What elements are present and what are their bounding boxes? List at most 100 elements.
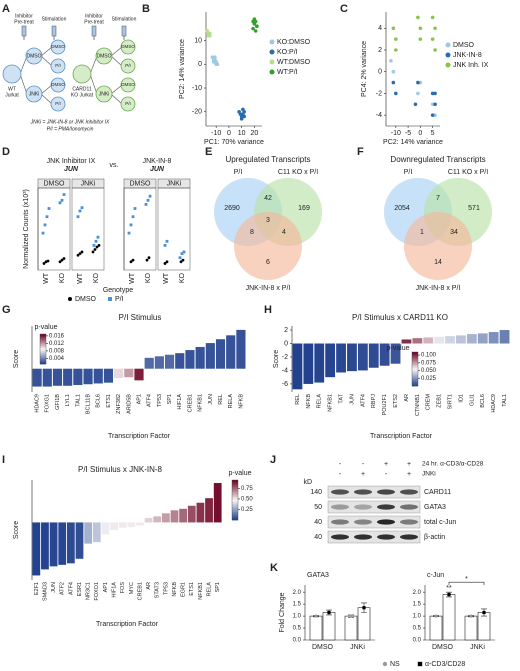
- x-tick-label: BCL6: [480, 394, 486, 408]
- chart-title: Downregulated Transcripts: [390, 155, 485, 164]
- point: [46, 259, 50, 263]
- colorbar-step: [40, 360, 46, 362]
- colorbar-step: [412, 354, 418, 357]
- x-tick-label: TAT: [339, 393, 345, 403]
- bar: [58, 522, 67, 565]
- point: [97, 244, 101, 247]
- legend-marker: [445, 62, 451, 68]
- stimulus-node: [120, 39, 136, 55]
- y-tick-label: 1.5: [413, 602, 422, 608]
- point: [181, 258, 185, 262]
- chart-title: Upregulated Transcripts: [226, 155, 311, 164]
- bar: [110, 522, 118, 530]
- legend-label: P/I: [115, 296, 124, 303]
- colorbar-label: p-value: [387, 345, 410, 352]
- treatment-sign: +: [407, 471, 411, 478]
- bracket: [448, 581, 485, 586]
- point: [80, 250, 84, 254]
- y-axis-label: PC2: 14% variance: [179, 39, 186, 99]
- x-tick-label: REL: [218, 394, 224, 405]
- colorbar-tick-label: 0.50: [241, 497, 253, 503]
- x-tick-label: GLI1: [469, 394, 475, 406]
- bar: [205, 343, 215, 369]
- point: [205, 29, 210, 33]
- step-label: Stimulation: [42, 16, 67, 22]
- blot-band: [331, 519, 349, 525]
- bar: [103, 368, 114, 383]
- x-tick-label: WT: [43, 272, 50, 284]
- bar: [303, 343, 314, 384]
- bar: [215, 339, 226, 369]
- x-tick-label: ATF4: [68, 582, 74, 595]
- bar: [73, 368, 83, 386]
- colorbar-step: [40, 354, 46, 356]
- x-tick-label: TP53: [157, 394, 163, 407]
- colorbar-tick-label: 0.050: [421, 368, 437, 374]
- significance: *: [465, 576, 468, 583]
- x-tick-label: ATF2: [60, 582, 66, 595]
- blot-band: [331, 504, 349, 510]
- point: [96, 235, 100, 239]
- blot-strip: [327, 530, 421, 544]
- colorbar-step: [40, 342, 46, 345]
- colorbar-step: [412, 367, 418, 370]
- point: [62, 193, 66, 196]
- colorbar-step: [232, 490, 238, 492]
- colorbar-step: [232, 496, 238, 499]
- point: [178, 256, 182, 260]
- colorbar-step: [40, 356, 46, 359]
- x-tick-label: HIF1A: [111, 582, 117, 598]
- bar: [124, 368, 134, 378]
- point: [255, 24, 259, 29]
- colorbar-step: [232, 495, 238, 497]
- colorbar-step: [232, 506, 238, 509]
- bar: [118, 522, 127, 528]
- x-tick-label: LYL1: [65, 394, 71, 406]
- colorbar-step: [40, 355, 46, 357]
- bar: [42, 368, 52, 387]
- x-tick-label: FOXO1: [94, 582, 100, 601]
- x-tick-label: KO: [59, 272, 66, 283]
- region-count: 2054: [394, 205, 410, 212]
- x-axis-label: PC2: 14% variance: [383, 139, 443, 146]
- panel-label: K: [270, 562, 278, 574]
- blot-band: [354, 504, 372, 510]
- bar: [114, 368, 124, 379]
- point: [253, 29, 258, 33]
- colorbar-step: [412, 373, 418, 375]
- colorbar-step: [412, 361, 418, 364]
- colorbar-step: [40, 339, 46, 341]
- group-title: JNK-IN-8: [143, 158, 172, 165]
- colorbar-step: [40, 349, 46, 351]
- cell-label: WT: [8, 86, 16, 92]
- point: [391, 80, 396, 85]
- bar: [434, 336, 445, 344]
- x-tick-label: ETS2: [393, 394, 399, 408]
- point: [182, 250, 186, 254]
- x-tick-label: E2F1: [34, 582, 40, 595]
- y-tick-label: 2.0: [293, 590, 302, 596]
- stimulus-label: P/I: [125, 63, 131, 68]
- colorbar-step: [40, 352, 46, 355]
- colorbar-step: [232, 493, 238, 496]
- bar: [154, 356, 164, 369]
- legend-marker: [269, 39, 275, 45]
- mean-marker: [327, 610, 331, 615]
- point: [43, 223, 47, 227]
- point: [430, 113, 435, 117]
- treatment-label: JNKi: [29, 91, 40, 97]
- point: [416, 91, 420, 96]
- colorbar-step: [412, 376, 418, 378]
- point: [127, 231, 131, 235]
- x-tick-label: ETS1: [106, 394, 112, 408]
- x-tick-label: REL: [295, 394, 301, 405]
- x-tick-label: JUN: [208, 394, 214, 405]
- colorbar-tick-label: 0.25: [241, 507, 253, 513]
- bar: [390, 343, 401, 364]
- x-tick-label: ESR1: [77, 582, 83, 596]
- legend-label: NS: [390, 661, 400, 668]
- point: [394, 91, 398, 96]
- colorbar-step: [412, 359, 418, 361]
- mean-marker: [447, 592, 451, 597]
- cell-label: Jurkat: [5, 92, 19, 98]
